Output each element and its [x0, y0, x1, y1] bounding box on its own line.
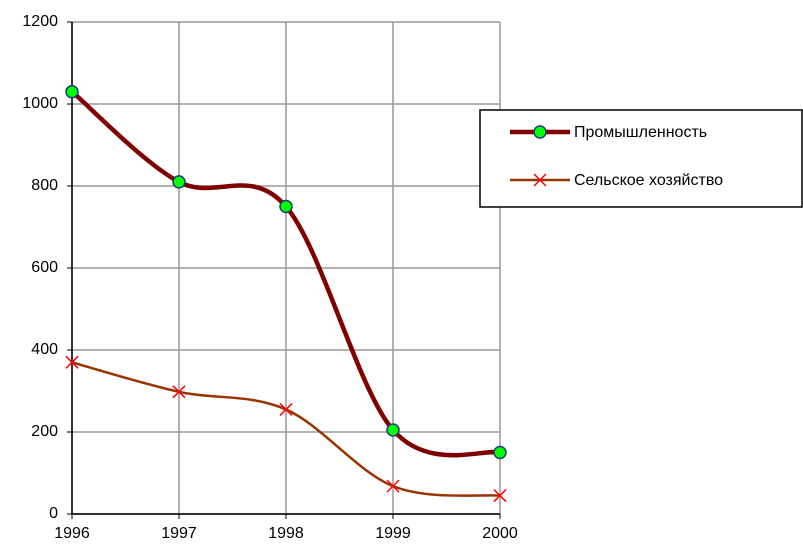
y-tick-label: 0	[49, 505, 58, 522]
marker	[172, 175, 186, 189]
marker	[279, 402, 293, 416]
y-tick-label: 1000	[22, 95, 58, 112]
marker	[65, 355, 79, 369]
x-tick-label: 1996	[54, 525, 90, 542]
y-tick-label: 400	[31, 341, 58, 358]
marker	[65, 84, 79, 99]
marker	[172, 385, 186, 399]
y-tick-label: 800	[31, 177, 58, 194]
y-tick-label: 200	[31, 423, 58, 440]
marker	[493, 445, 507, 460]
x-tick-label: 1998	[268, 525, 304, 542]
x-tick-label: 1999	[375, 525, 411, 542]
y-tick-label: 1200	[22, 13, 58, 30]
marker	[279, 199, 293, 214]
legend-box	[479, 109, 803, 208]
legend-marker	[533, 173, 547, 187]
marker	[386, 479, 400, 493]
y-tick-label: 600	[31, 259, 58, 276]
legend-label: Сельское хозяйство	[574, 172, 723, 189]
x-tick-label: 1997	[161, 525, 197, 542]
marker	[493, 489, 507, 503]
legend-label: Промышленность	[574, 124, 707, 141]
x-tick-label: 2000	[482, 525, 518, 542]
marker	[386, 423, 400, 437]
legend-marker	[533, 125, 547, 139]
